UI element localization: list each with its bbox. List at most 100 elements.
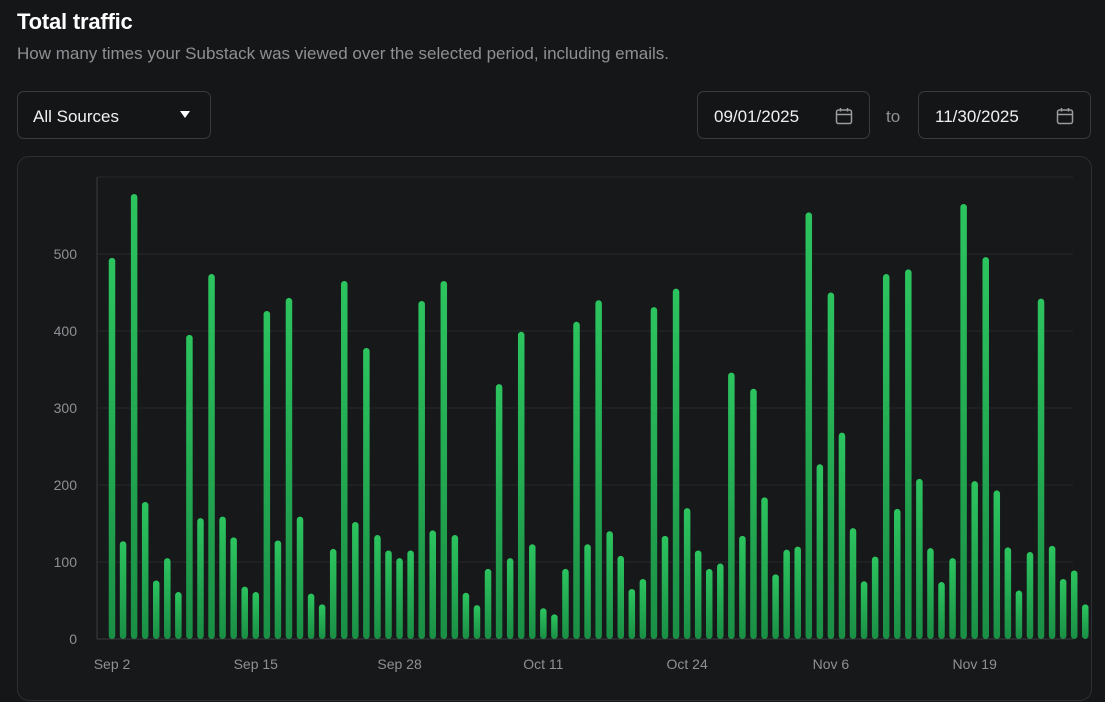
bar-oct-29[interactable] [739, 535, 746, 639]
bar-sep-30[interactable] [418, 300, 425, 639]
bar-nov-10[interactable] [871, 556, 879, 639]
bar-nov-12[interactable] [894, 508, 901, 639]
bar-sep-17[interactable] [274, 540, 282, 639]
bar-oct-13[interactable] [562, 568, 569, 639]
calendar-icon[interactable] [835, 107, 853, 125]
bar-oct-3[interactable] [451, 535, 459, 639]
bar-sep-6[interactable] [152, 580, 160, 639]
bar-nov-8[interactable] [849, 528, 857, 639]
bar-oct-17[interactable] [606, 531, 613, 639]
bar-oct-27[interactable] [717, 563, 724, 639]
bar-sep-27[interactable] [385, 550, 392, 639]
bar-oct-9[interactable] [517, 331, 525, 639]
bar-oct-26[interactable] [705, 568, 713, 639]
bar-nov-13[interactable] [905, 269, 912, 639]
bar-oct-8[interactable] [506, 558, 514, 639]
bar-oct-14[interactable] [573, 321, 580, 639]
bar-oct-20[interactable] [639, 578, 647, 639]
bar-sep-16[interactable] [263, 310, 271, 639]
bar-oct-16[interactable] [595, 300, 602, 639]
bar-nov-24[interactable] [1026, 551, 1034, 639]
bar-nov-20[interactable] [982, 257, 989, 639]
calendar-icon[interactable] [1056, 107, 1074, 125]
bar-oct-4[interactable] [462, 592, 470, 639]
bar-oct-31[interactable] [761, 497, 768, 639]
bar-oct-25[interactable] [694, 550, 702, 639]
bar-nov-23[interactable] [1015, 590, 1023, 639]
bar-oct-12[interactable] [551, 614, 558, 639]
bar-nov-9[interactable] [860, 581, 868, 639]
bar-sep-8[interactable] [175, 592, 182, 639]
bar-sep-7[interactable] [164, 558, 171, 639]
y-tick-label: 400 [54, 323, 78, 339]
traffic-bar-chart[interactable]: 0 100 200 300 400 500 Sep 2 Sep 15 Sep 28 Oct 11 O… [18, 157, 1093, 702]
bar-nov-5[interactable] [816, 464, 824, 639]
bar-nov-29[interactable] [1082, 604, 1089, 639]
bar-sep-5[interactable] [141, 501, 149, 639]
bar-nov-15[interactable] [927, 548, 934, 639]
bar-oct-5[interactable] [473, 605, 481, 639]
bar-oct-6[interactable] [484, 568, 492, 639]
bar-sep-12[interactable] [219, 516, 226, 639]
bar-nov-19[interactable] [971, 481, 978, 639]
bar-oct-7[interactable] [495, 384, 503, 639]
bar-oct-22[interactable] [661, 535, 669, 639]
bar-oct-28[interactable] [728, 372, 735, 639]
bar-sep-20[interactable] [307, 593, 315, 639]
bar-oct-21[interactable] [650, 307, 658, 639]
bar-nov-27[interactable] [1059, 578, 1067, 639]
bar-sep-23[interactable] [341, 280, 348, 639]
bar-sep-28[interactable] [396, 558, 403, 639]
bar-sep-29[interactable] [407, 550, 414, 639]
bar-sep-21[interactable] [318, 604, 326, 639]
bar-sep-13[interactable] [230, 537, 237, 639]
bar-nov-11[interactable] [882, 274, 890, 639]
y-tick-label: 0 [69, 631, 77, 647]
bar-oct-1[interactable] [429, 530, 436, 639]
page-title: Total traffic [17, 9, 133, 34]
bar-oct-24[interactable] [683, 508, 691, 639]
bar-nov-3[interactable] [794, 546, 801, 639]
bar-oct-15[interactable] [584, 544, 591, 639]
bar-nov-21[interactable] [993, 490, 1001, 639]
bar-sep-18[interactable] [285, 297, 293, 639]
bar-sep-26[interactable] [374, 535, 381, 639]
bar-sep-4[interactable] [130, 193, 138, 639]
bar-oct-30[interactable] [750, 388, 757, 639]
bar-nov-7[interactable] [838, 432, 846, 639]
bar-nov-26[interactable] [1048, 545, 1056, 639]
bar-sep-24[interactable] [352, 521, 359, 639]
bar-nov-16[interactable] [938, 582, 945, 639]
bar-sep-15[interactable] [252, 592, 260, 639]
bar-sep-11[interactable] [208, 274, 215, 639]
bar-nov-1[interactable] [772, 574, 779, 639]
bar-nov-4[interactable] [805, 212, 813, 640]
bar-sep-9[interactable] [186, 334, 193, 639]
start-date-value: 09/01/2025 [714, 107, 800, 126]
bar-nov-17[interactable] [949, 558, 956, 639]
bar-nov-18[interactable] [960, 203, 967, 639]
bar-sep-2[interactable] [108, 257, 116, 639]
source-dropdown[interactable]: All Sources [17, 91, 211, 139]
bar-sep-22[interactable] [329, 548, 337, 639]
bar-oct-18[interactable] [617, 555, 625, 639]
bar-sep-3[interactable] [119, 541, 127, 639]
bar-sep-19[interactable] [296, 516, 304, 639]
bar-sep-25[interactable] [363, 347, 370, 639]
bar-nov-6[interactable] [827, 292, 835, 640]
bar-oct-10[interactable] [529, 544, 536, 639]
end-date-input[interactable]: 11/30/2025 [918, 91, 1091, 139]
bar-nov-14[interactable] [916, 478, 923, 639]
bar-sep-10[interactable] [197, 518, 204, 639]
bar-nov-2[interactable] [783, 549, 790, 639]
page-subtitle: How many times your Substack was viewed … [17, 44, 669, 63]
start-date-input[interactable]: 09/01/2025 [697, 91, 870, 139]
bar-oct-19[interactable] [628, 588, 636, 639]
bar-oct-23[interactable] [672, 288, 680, 639]
bar-oct-2[interactable] [440, 280, 448, 639]
bar-nov-25[interactable] [1037, 298, 1045, 639]
bar-nov-22[interactable] [1004, 547, 1012, 639]
bar-nov-28[interactable] [1070, 570, 1078, 639]
bar-oct-11[interactable] [540, 608, 547, 639]
bar-sep-14[interactable] [241, 586, 248, 639]
